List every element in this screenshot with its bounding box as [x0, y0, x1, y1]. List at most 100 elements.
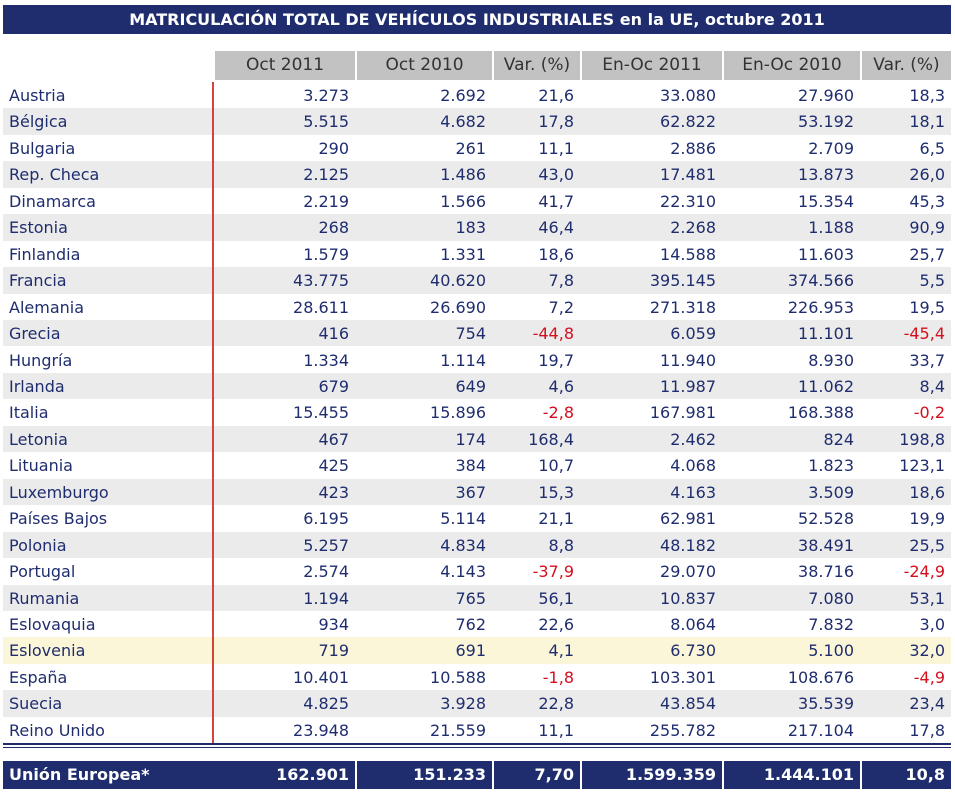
value-cell: 28.611 [293, 297, 349, 317]
value-cell: 15.354 [798, 191, 854, 211]
value-cell: 18,6 [538, 244, 574, 264]
value-cell: 17,8 [909, 720, 945, 740]
value-cell: 10,7 [538, 456, 574, 476]
value-cell: 3.273 [303, 86, 349, 105]
total-value: 1.599.359 [625, 765, 716, 784]
total-value: 7,70 [534, 765, 574, 784]
value-cell: 198,8 [899, 429, 945, 449]
value-cell: 19,7 [538, 350, 574, 370]
country-cell: Estonia [9, 218, 68, 238]
value-cell: 33,7 [909, 350, 945, 370]
value-cell: 5.100 [808, 641, 854, 661]
country-cell: Austria [9, 86, 66, 105]
value-cell: 183 [455, 218, 486, 238]
value-cell: 217.104 [787, 720, 854, 740]
value-cell: 5,5 [919, 271, 945, 291]
value-cell: 4.682 [440, 112, 486, 132]
row-background [3, 108, 951, 135]
value-cell: 762 [455, 615, 486, 634]
value-cell: 1.823 [808, 456, 854, 476]
value-cell: 123,1 [899, 456, 945, 476]
value-cell: 6,5 [919, 138, 945, 158]
value-cell: 765 [455, 588, 486, 608]
value-cell: 1.188 [808, 218, 854, 238]
value-cell: 4.143 [440, 562, 486, 582]
total-background [357, 761, 492, 789]
value-cell: 62.981 [660, 509, 716, 529]
value-cell: 41,7 [538, 191, 574, 211]
value-cell: 4.834 [440, 535, 486, 555]
value-cell: 649 [455, 376, 486, 396]
value-cell: 11.603 [798, 244, 854, 264]
value-cell: 1.334 [303, 350, 349, 370]
value-cell: 45,3 [909, 191, 945, 211]
value-cell: 38.716 [798, 562, 854, 582]
value-cell: 8,8 [548, 535, 574, 555]
value-cell: 108.676 [787, 667, 854, 687]
value-cell: 13.873 [798, 165, 854, 185]
value-cell: 33.080 [660, 86, 716, 105]
value-cell: 2.268 [670, 218, 716, 238]
red-divider [212, 82, 214, 744]
row-background [3, 346, 951, 373]
country-cell: Lituania [9, 456, 73, 476]
value-cell: 3.928 [440, 694, 486, 714]
row-background [3, 214, 951, 241]
value-cell: 43,0 [538, 165, 574, 185]
total-background [862, 761, 951, 789]
value-cell: 19,5 [909, 297, 945, 317]
value-cell: 40.620 [430, 271, 486, 291]
total-background [494, 761, 580, 789]
value-cell: 679 [318, 376, 349, 396]
value-cell: 26,0 [909, 165, 945, 185]
country-cell: Finlandia [9, 244, 81, 264]
total-value: 10,8 [905, 765, 945, 784]
value-cell: 8,4 [919, 376, 945, 396]
value-cell: 22.310 [660, 191, 716, 211]
value-cell: 22,8 [538, 694, 574, 714]
value-cell: 52.528 [798, 509, 854, 529]
column-header: Var. (%) [494, 51, 580, 80]
value-cell: 4.825 [303, 694, 349, 714]
value-cell: 23,4 [909, 694, 945, 714]
column-header: Var. (%) [862, 51, 951, 80]
value-cell: 25,5 [909, 535, 945, 555]
row-background [3, 399, 951, 426]
value-cell: 53,1 [909, 588, 945, 608]
country-cell: España [9, 667, 68, 687]
column-header: Oct 2010 [357, 51, 492, 80]
row-background [3, 505, 951, 532]
value-cell: 8.930 [808, 350, 854, 370]
row-background [3, 267, 951, 294]
value-cell: 14.588 [660, 244, 716, 264]
value-cell: 10.401 [293, 667, 349, 687]
value-cell: 255.782 [649, 720, 716, 740]
country-cell: Francia [9, 271, 67, 291]
rule [3, 747, 951, 749]
country-cell: Dinamarca [9, 191, 96, 211]
country-cell: Portugal [9, 562, 76, 582]
value-cell: 1.486 [440, 165, 486, 185]
row-background [3, 293, 951, 321]
value-cell: 10.837 [660, 588, 716, 608]
country-cell: Bulgaria [9, 138, 76, 158]
value-cell: 934 [318, 615, 349, 634]
value-cell: 824 [823, 429, 854, 449]
value-cell: 17,8 [538, 112, 574, 132]
total-value: 162.901 [276, 765, 349, 784]
value-cell: 4,1 [548, 641, 574, 661]
value-cell: 4,6 [548, 376, 574, 396]
value-cell: 23.948 [293, 720, 349, 740]
value-cell: 10.588 [430, 667, 486, 687]
value-cell: 1.331 [440, 244, 486, 264]
value-cell: 5.114 [440, 509, 486, 529]
value-cell: 56,1 [538, 588, 574, 608]
column-header: Oct 2011 [215, 51, 355, 80]
row-background [3, 584, 951, 611]
value-cell: -45,4 [903, 324, 945, 344]
value-cell: 90,9 [909, 218, 945, 238]
value-cell: 271.318 [649, 297, 716, 317]
value-cell: 11.940 [660, 350, 716, 370]
value-cell: 17.481 [660, 165, 716, 185]
total-background [724, 761, 860, 789]
